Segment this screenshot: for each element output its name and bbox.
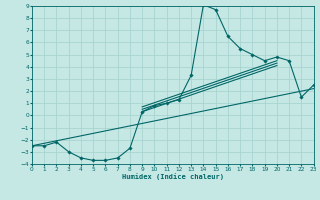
X-axis label: Humidex (Indice chaleur): Humidex (Indice chaleur): [122, 173, 224, 180]
